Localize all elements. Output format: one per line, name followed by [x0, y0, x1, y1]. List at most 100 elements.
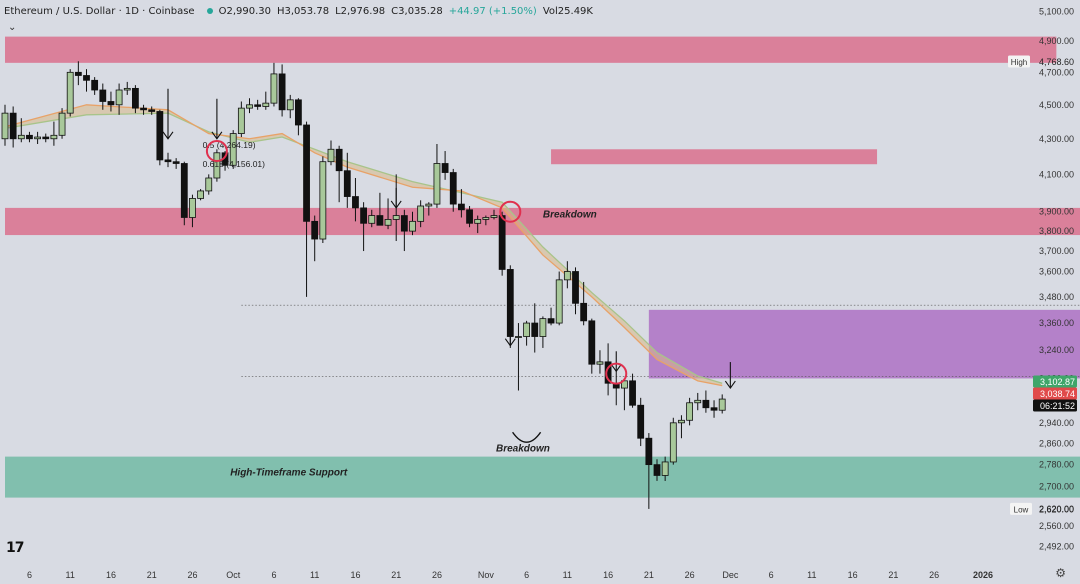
fib-label: 0.618 (4,156.01) [203, 159, 266, 169]
candle-body [352, 196, 359, 209]
candle-body [523, 322, 530, 337]
candle-body [580, 302, 588, 322]
candle-body [482, 217, 490, 220]
candle-body [327, 148, 335, 163]
candle-body [286, 99, 294, 111]
candle-body [409, 220, 416, 232]
ohlc-close: C3,035.28 [391, 5, 443, 17]
y-tick-label: 4,100.00 [1039, 169, 1074, 179]
candle-body [547, 318, 555, 324]
candle-body [441, 163, 449, 173]
candle-body [637, 404, 645, 439]
y-tick-label: 3,360.00 [1039, 318, 1074, 328]
highlight-circle [205, 140, 228, 163]
x-tick-label: 2026 [973, 570, 993, 580]
candle-body [262, 102, 270, 107]
x-tick-label: 26 [929, 570, 939, 580]
support-label: High-Timeframe Support [230, 467, 348, 478]
candle-body [645, 437, 653, 466]
ohlc-open: O2,990.30 [218, 5, 271, 17]
candle-body [99, 89, 107, 102]
candle-body [17, 134, 25, 140]
x-tick-label: 16 [603, 570, 613, 580]
candle-body [1, 112, 9, 140]
highlight-circle [499, 200, 522, 223]
high-tag: High [1011, 58, 1027, 67]
x-tick-label: 16 [106, 570, 116, 580]
low-tag-bg [1010, 502, 1032, 515]
x-tick-label: Dec [722, 570, 739, 580]
candle-body [66, 71, 74, 114]
candle-body [131, 87, 139, 109]
candle-body [661, 461, 669, 476]
candle-body [294, 99, 302, 126]
candle-body [515, 336, 522, 338]
breakdown-label-upper: Breakdown [543, 209, 597, 220]
candle-body [368, 215, 376, 224]
candle-body [449, 172, 457, 205]
x-tick-label: 16 [350, 570, 360, 580]
y-tick-label: 3,900.00 [1039, 207, 1074, 217]
y-tick-label: 3,600.00 [1039, 267, 1074, 277]
candle-body [123, 87, 131, 91]
y-tick-label: 2,860.00 [1039, 438, 1074, 448]
candle-body [604, 361, 612, 384]
gear-icon[interactable]: ⚙ [1055, 566, 1066, 580]
candle-body [563, 271, 571, 281]
y-tick-label: 3,700.00 [1039, 246, 1074, 256]
candle-body [34, 136, 41, 140]
x-tick-label: 6 [271, 570, 276, 580]
low-value: 2,620.00 [1039, 504, 1074, 514]
x-tick-label: 26 [432, 570, 442, 580]
down-arrow-head [504, 338, 516, 347]
x-tick-label: 6 [769, 570, 774, 580]
candle-body [58, 112, 66, 136]
candle-body [311, 220, 319, 240]
price-tag-red: 3,038.74 [1040, 389, 1075, 399]
candle-body [425, 203, 433, 207]
x-tick-label: 26 [685, 570, 695, 580]
candle-body [417, 205, 425, 222]
ohlc-change: +44.97 (+1.50%) [448, 5, 537, 17]
fib-label: 0.5 (4,264.19) [203, 140, 256, 150]
candle-body [710, 407, 718, 411]
candle-body [669, 422, 677, 463]
tradingview-logo: 17 [6, 540, 25, 556]
x-tick-label: Oct [226, 570, 241, 580]
candle-body [213, 152, 221, 179]
candle-body [466, 209, 473, 224]
candle-body [26, 134, 33, 140]
candle-body [343, 170, 351, 197]
candle-body [457, 203, 465, 211]
candle-body [303, 124, 310, 222]
y-tick-label: 2,560.00 [1039, 521, 1074, 531]
candle-body [319, 161, 327, 240]
candle-body [596, 361, 604, 365]
x-tick-label: 11 [310, 570, 319, 580]
price-tag-green: 3,102.87 [1040, 377, 1075, 387]
candle-body [270, 73, 278, 104]
candle-body [694, 399, 702, 404]
ema-fast-line [4, 104, 723, 387]
down-arrow-head [724, 380, 736, 390]
candle-body [474, 219, 482, 224]
candle-body [115, 89, 123, 106]
candle-body [678, 419, 685, 424]
candle-body [335, 148, 343, 172]
symbol-title[interactable]: Ethereum / U.S. Dollar · 1D · Coinbase [4, 5, 195, 17]
top-resistance-zone [5, 36, 1057, 63]
chevron-down-icon[interactable]: ⌄ [8, 22, 17, 33]
y-tick-label: 2,620.00 [1039, 504, 1074, 514]
candle-body [278, 73, 286, 111]
y-tick-label: 4,700.00 [1039, 67, 1074, 77]
candle-body [400, 215, 408, 232]
upper-fib-zone [551, 149, 878, 165]
market-status-dot [206, 8, 213, 14]
ohlc-low: L2,976.98 [335, 5, 386, 17]
volume: Vol25.49K [542, 5, 593, 17]
chart-header: Ethereum / U.S. Dollar · 1D · Coinbase O… [0, 0, 593, 22]
candle-body [205, 177, 213, 192]
high-tag-bg [1008, 55, 1030, 68]
candle-body [384, 219, 392, 226]
